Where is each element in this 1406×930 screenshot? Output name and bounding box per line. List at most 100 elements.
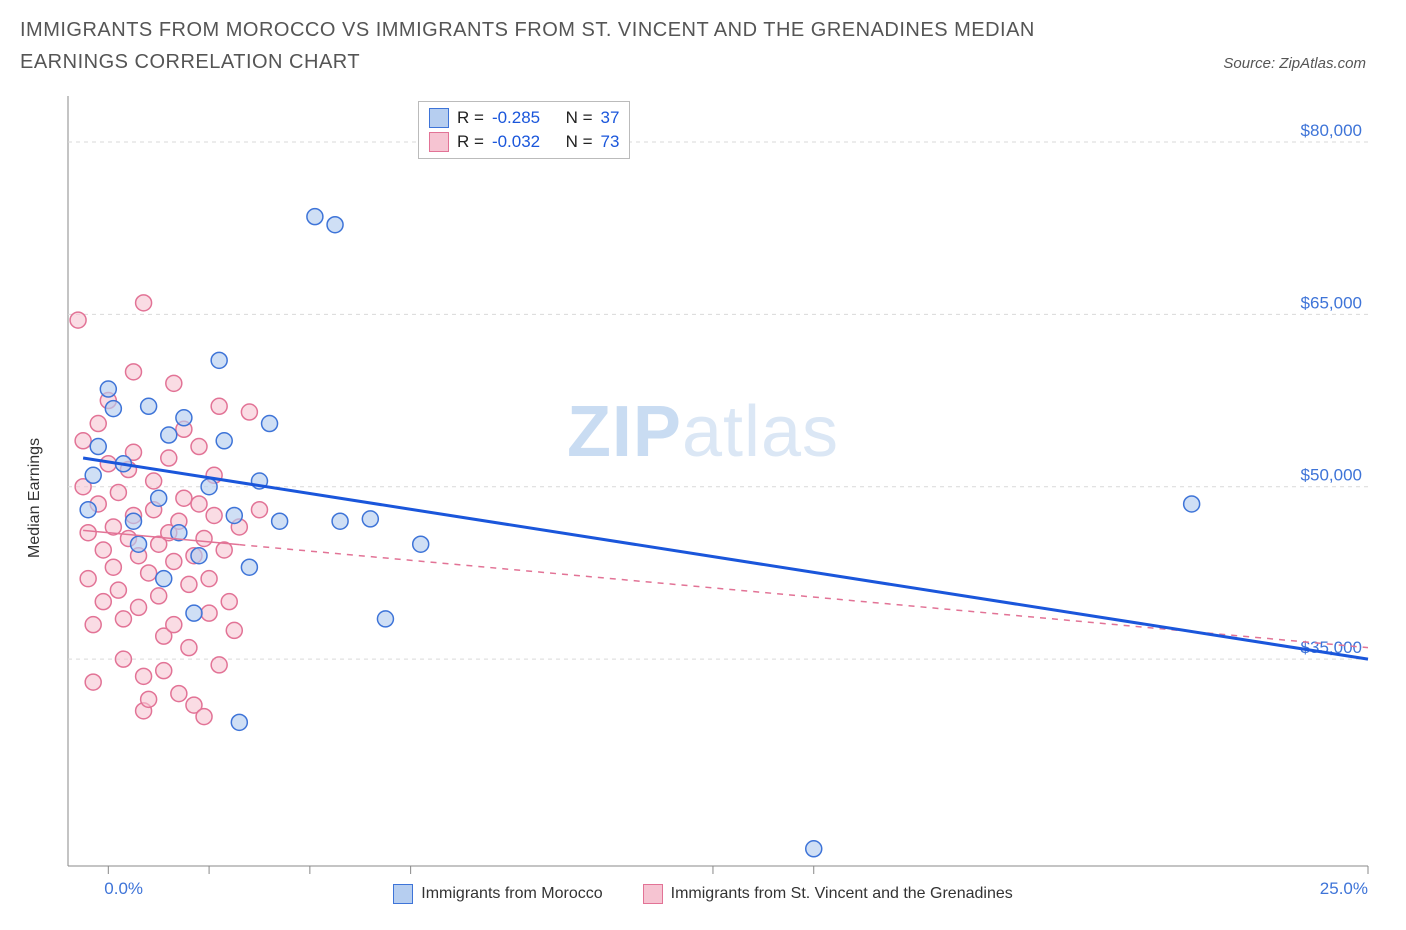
r-label: R = xyxy=(457,108,484,128)
data-point xyxy=(141,398,157,414)
data-point xyxy=(201,571,217,587)
data-point xyxy=(90,439,106,455)
data-point xyxy=(377,611,393,627)
stats-row: R =-0.032 N =73 xyxy=(429,130,619,154)
data-point xyxy=(186,605,202,621)
n-label: N = xyxy=(566,132,593,152)
correlation-stats-box: R =-0.285 N =37R =-0.032 N =73 xyxy=(418,101,630,159)
data-point xyxy=(166,553,182,569)
legend-label: Immigrants from Morocco xyxy=(421,885,602,903)
data-point xyxy=(141,691,157,707)
data-point xyxy=(241,404,257,420)
r-value: -0.285 xyxy=(492,108,540,128)
data-point xyxy=(196,530,212,546)
legend-item: Immigrants from St. Vincent and the Gren… xyxy=(643,884,1013,904)
data-point xyxy=(362,511,378,527)
data-point xyxy=(85,617,101,633)
data-point xyxy=(100,381,116,397)
data-point xyxy=(80,525,96,541)
data-point xyxy=(191,496,207,512)
data-point xyxy=(251,502,267,518)
data-point xyxy=(70,312,86,328)
n-value: 73 xyxy=(601,132,620,152)
data-point xyxy=(126,513,142,529)
legend-item: Immigrants from Morocco xyxy=(393,884,602,904)
n-label: N = xyxy=(566,108,593,128)
data-point xyxy=(85,467,101,483)
data-point xyxy=(136,668,152,684)
data-point xyxy=(75,433,91,449)
data-point xyxy=(201,605,217,621)
y-tick-label: $65,000 xyxy=(1301,293,1362,312)
series-swatch xyxy=(429,108,449,128)
legend-swatch xyxy=(643,884,663,904)
data-point xyxy=(105,401,121,417)
data-point xyxy=(95,542,111,558)
scatter-chart: $35,000$50,000$65,000$80,0000.0%25.0% xyxy=(20,88,1386,908)
data-point xyxy=(262,416,278,432)
data-point xyxy=(176,410,192,426)
trend-line xyxy=(83,458,1368,659)
data-point xyxy=(115,651,131,667)
data-point xyxy=(806,841,822,857)
data-point xyxy=(166,617,182,633)
legend: Immigrants from Morocco Immigrants from S… xyxy=(20,884,1386,904)
data-point xyxy=(181,640,197,656)
data-point xyxy=(80,502,96,518)
data-point xyxy=(191,548,207,564)
data-point xyxy=(332,513,348,529)
data-point xyxy=(161,450,177,466)
data-point xyxy=(166,375,182,391)
data-point xyxy=(307,209,323,225)
data-point xyxy=(80,571,96,587)
data-point xyxy=(85,674,101,690)
data-point xyxy=(226,507,242,523)
y-axis-title: Median Earnings xyxy=(26,438,44,558)
data-point xyxy=(211,398,227,414)
n-value: 37 xyxy=(601,108,620,128)
r-label: R = xyxy=(457,132,484,152)
data-point xyxy=(156,571,172,587)
data-point xyxy=(327,217,343,233)
data-point xyxy=(95,594,111,610)
data-point xyxy=(156,663,172,679)
source-attribution: Source: ZipAtlas.com xyxy=(1223,55,1386,78)
data-point xyxy=(136,295,152,311)
stats-row: R = -0.285 N = 37 xyxy=(429,106,619,130)
data-point xyxy=(221,594,237,610)
data-point xyxy=(211,352,227,368)
data-point xyxy=(115,611,131,627)
chart-header: IMMIGRANTS FROM MOROCCO VS IMMIGRANTS FR… xyxy=(0,0,1406,78)
legend-label: Immigrants from St. Vincent and the Gren… xyxy=(671,885,1013,903)
data-point xyxy=(413,536,429,552)
y-tick-label: $80,000 xyxy=(1301,121,1362,140)
data-point xyxy=(201,479,217,495)
data-point xyxy=(141,565,157,581)
data-point xyxy=(105,559,121,575)
series-swatch xyxy=(429,132,449,152)
data-point xyxy=(231,714,247,730)
source-name: ZipAtlas.com xyxy=(1279,55,1366,72)
data-point xyxy=(146,473,162,489)
data-point xyxy=(1184,496,1200,512)
data-point xyxy=(110,582,126,598)
data-point xyxy=(126,364,142,380)
data-point xyxy=(196,709,212,725)
source-prefix: Source: xyxy=(1223,55,1279,72)
data-point xyxy=(272,513,288,529)
data-point xyxy=(131,536,147,552)
data-point xyxy=(151,490,167,506)
data-point xyxy=(151,588,167,604)
chart-container: Median Earnings $35,000$50,000$65,000$80… xyxy=(20,88,1386,908)
data-point xyxy=(176,490,192,506)
data-point xyxy=(90,416,106,432)
data-point xyxy=(181,576,197,592)
data-point xyxy=(216,433,232,449)
data-point xyxy=(191,439,207,455)
data-point xyxy=(211,657,227,673)
y-tick-label: $50,000 xyxy=(1301,466,1362,485)
data-point xyxy=(206,507,222,523)
data-point xyxy=(241,559,257,575)
data-point xyxy=(131,599,147,615)
data-point xyxy=(171,686,187,702)
